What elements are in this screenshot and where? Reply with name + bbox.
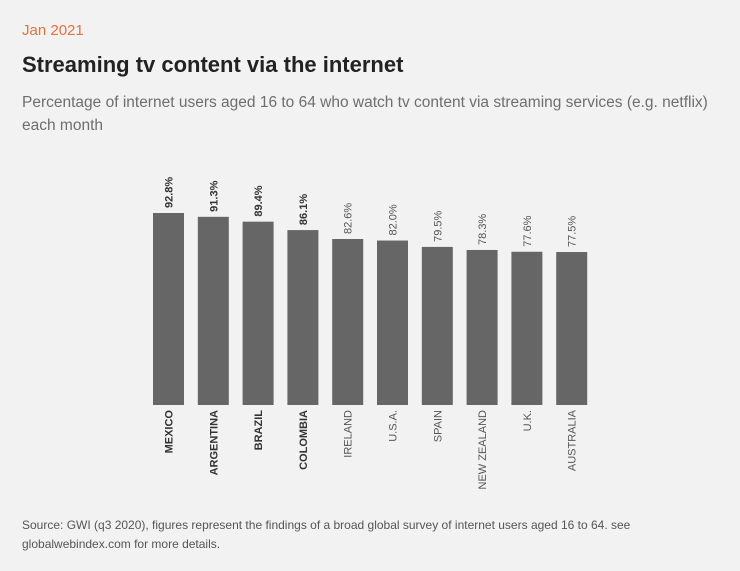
data-label: 82.0% (388, 204, 400, 235)
bar-colombia (287, 230, 319, 405)
bar-spain (421, 246, 453, 405)
data-label: 82.6% (343, 203, 355, 234)
data-label: 78.3% (477, 214, 489, 245)
category-label: BRAZIL (253, 410, 265, 451)
data-label: 92.8% (164, 177, 176, 208)
data-label: 89.4% (253, 185, 265, 216)
data-label: 79.5% (432, 211, 444, 242)
bar-u-s-a (377, 240, 408, 405)
category-label: U.K. (522, 410, 534, 431)
bar-argentina (197, 216, 229, 405)
date-label: Jan 2021 (22, 22, 84, 39)
data-label: 77.6% (522, 215, 534, 246)
chart-title: Streaming tv content via the internet (22, 52, 404, 77)
bar-chart: 92.8% MEXICO 91.3% ARGENTINA 89.4% BRAZIL 86.1… (153, 177, 588, 490)
source-note: Source: GWI (q3 2020), figures represent… (22, 518, 631, 551)
data-label: 91.3% (208, 180, 220, 211)
category-label: IRELAND (343, 410, 355, 458)
category-label: MEXICO (164, 410, 176, 454)
category-label: ARGENTINA (208, 410, 220, 475)
data-label: 77.5% (567, 216, 579, 247)
bar-u-k (511, 251, 543, 405)
category-label: NEW ZEALAND (477, 410, 489, 490)
chart-subtitle: Percentage of internet users aged 16 to … (22, 94, 708, 134)
category-label: SPAIN (432, 410, 444, 442)
bar-brazil (242, 221, 274, 405)
bar-ireland (332, 239, 364, 405)
bar-australia (556, 252, 588, 405)
category-label: AUSTRALIA (567, 409, 579, 471)
bar-new-zealand (466, 249, 498, 405)
data-label: 86.1% (298, 194, 310, 225)
bar-mexico (153, 213, 184, 405)
category-label: U.S.A. (388, 410, 400, 442)
category-label: COLOMBIA (298, 410, 310, 470)
